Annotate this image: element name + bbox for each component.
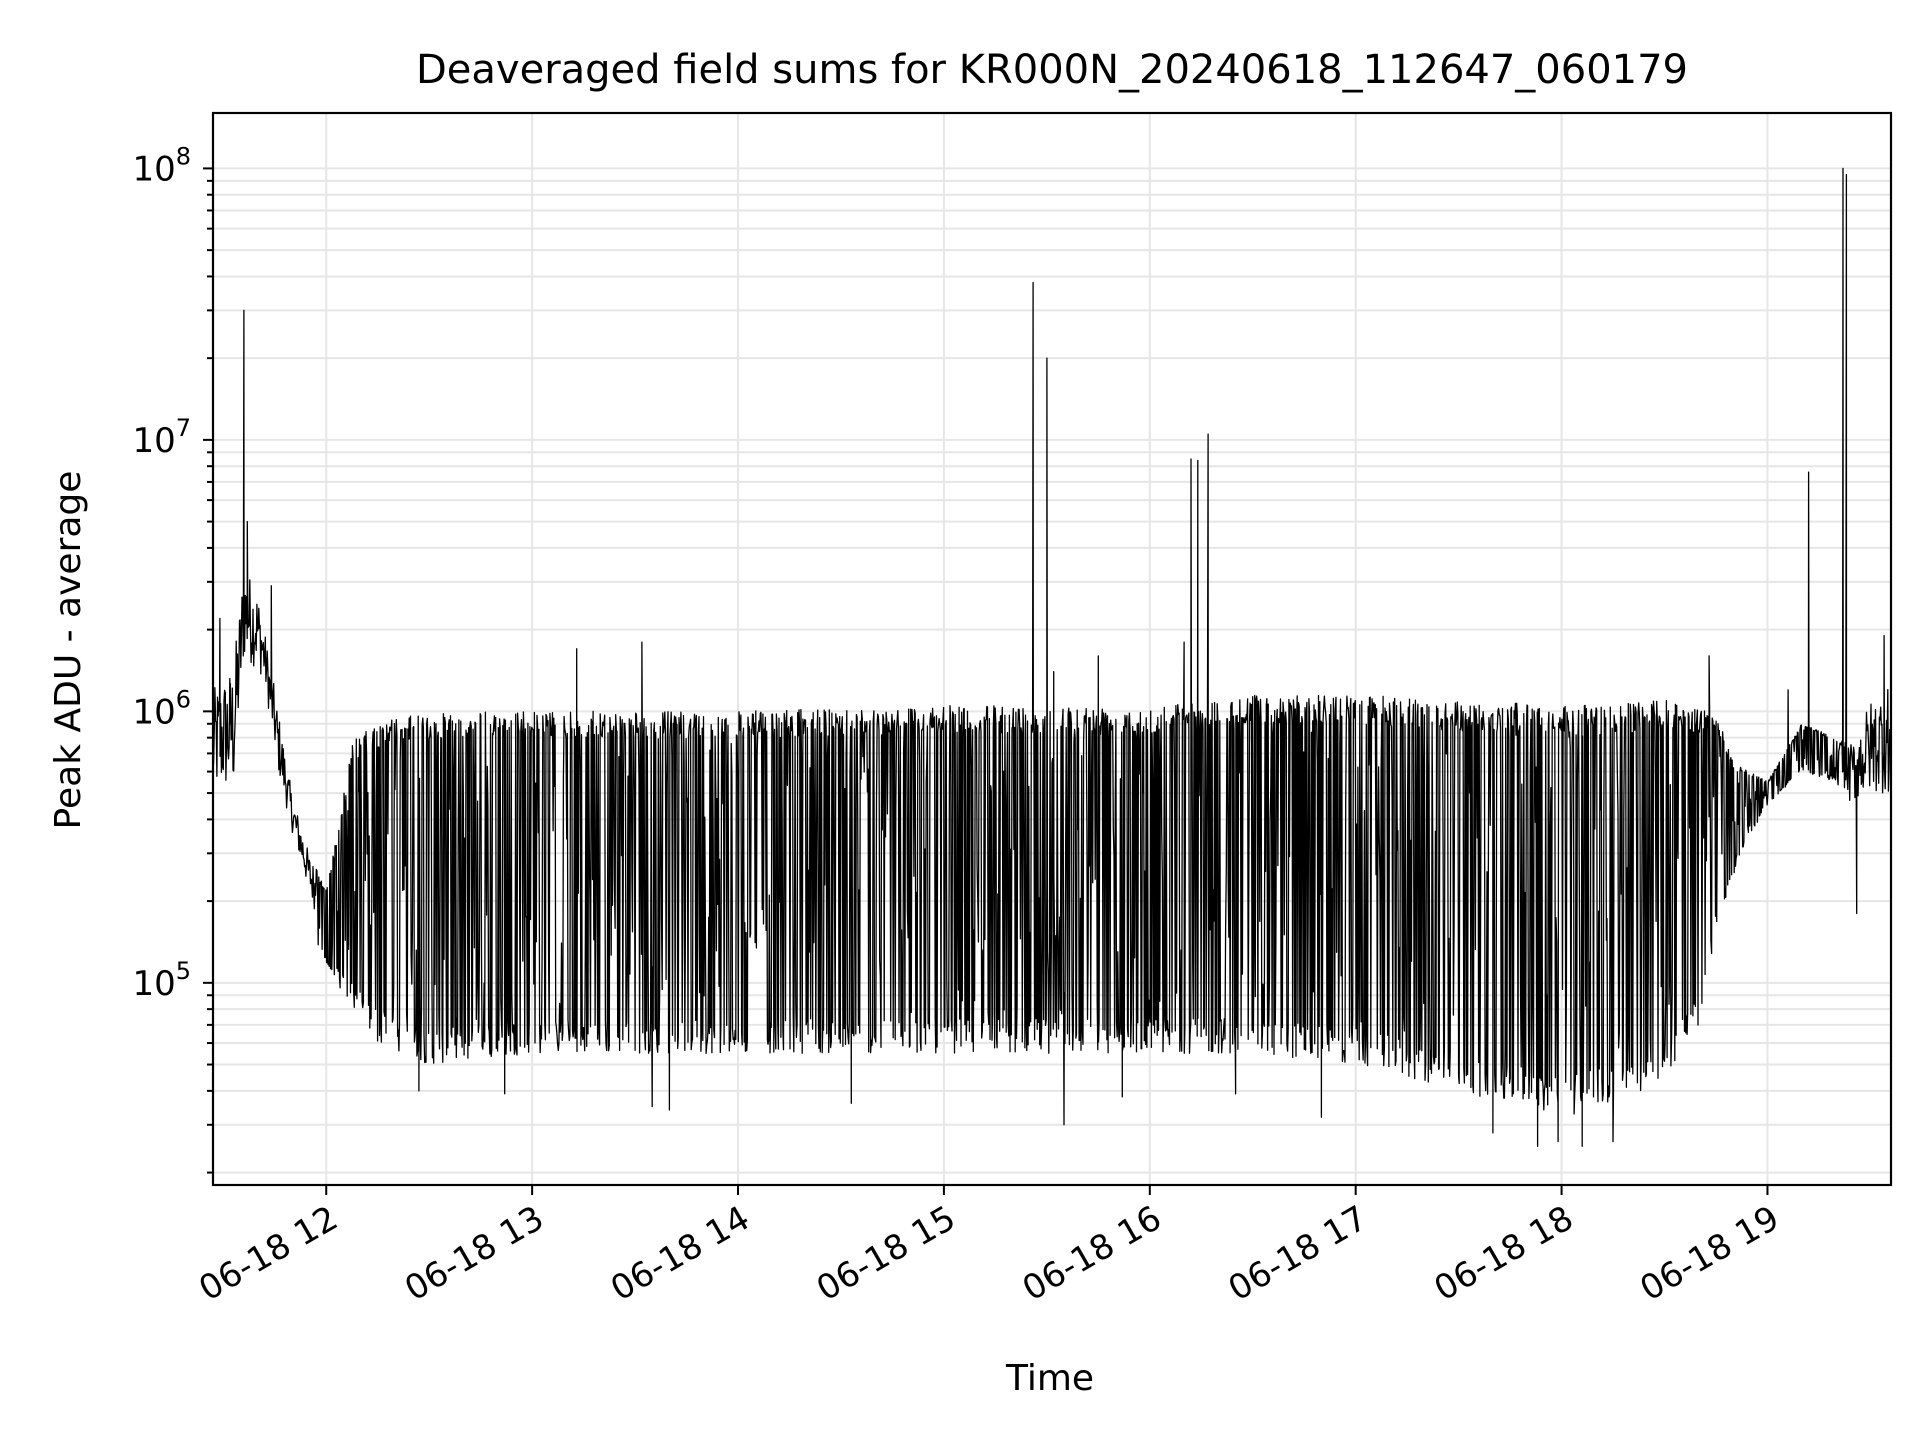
series-path [212, 167, 1892, 1147]
y-tick-label: 108 [132, 142, 191, 189]
y-tick-label: 106 [132, 685, 191, 732]
y-tick-label: 107 [132, 414, 191, 461]
chart-title: Deaveraged field sums for KR000N_2024061… [416, 47, 1688, 93]
y-axis-label: Peak ADU - average [48, 471, 89, 830]
series-line [212, 167, 1892, 1147]
plot-frame [211, 111, 1893, 1187]
x-axis-label: Time [1005, 1358, 1094, 1399]
y-axis-ticks: 105 106 107 108 [132, 142, 213, 1174]
y-tick-label: 105 [132, 957, 191, 1004]
